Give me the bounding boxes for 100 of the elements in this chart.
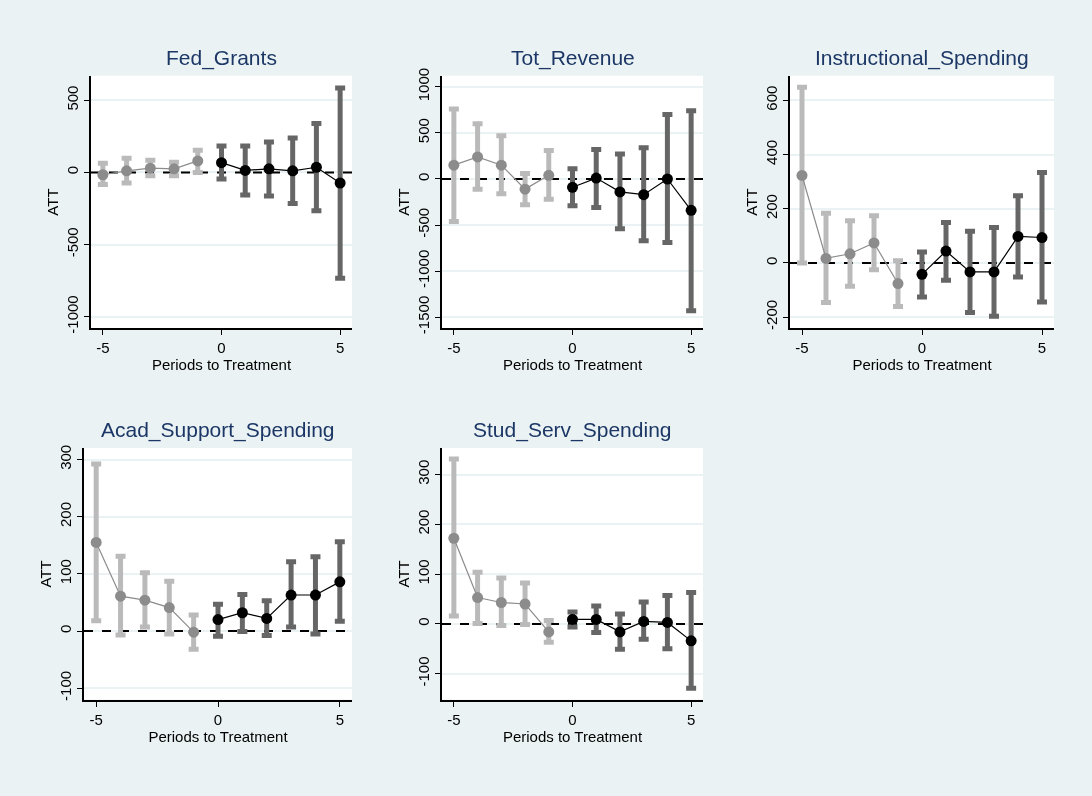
- point: [519, 183, 531, 195]
- point: [590, 613, 602, 625]
- point: [448, 532, 460, 544]
- point: [543, 169, 555, 181]
- x-tick-label: 5: [686, 339, 696, 357]
- point: [495, 597, 507, 608]
- chart-title: Acad_Support_Spending: [101, 418, 335, 442]
- x-tick-label: 0: [217, 339, 226, 357]
- x-tick-label: 5: [335, 710, 344, 728]
- point: [543, 626, 555, 638]
- y-tick-label: 300: [57, 444, 74, 470]
- y-tick-label: 100: [415, 559, 432, 585]
- point: [1036, 232, 1048, 244]
- point: [334, 576, 346, 588]
- y-axis-title: ATT: [36, 560, 54, 588]
- point: [448, 159, 460, 171]
- point: [796, 169, 808, 181]
- y-axis-title: ATT: [43, 188, 61, 216]
- y-axis-title: ATT: [742, 188, 760, 216]
- point: [239, 164, 251, 176]
- x-tick-label: 0: [917, 339, 927, 357]
- y-tick-label: 100: [57, 559, 74, 585]
- point: [212, 614, 224, 626]
- point: [334, 177, 346, 189]
- point: [192, 155, 204, 167]
- y-tick-label: 500: [415, 118, 432, 144]
- point: [892, 278, 904, 290]
- y-tick-label: 200: [57, 501, 74, 527]
- point: [590, 172, 602, 184]
- point: [263, 163, 275, 175]
- chart-title: Stud_Serv_Spending: [473, 418, 672, 442]
- point: [940, 245, 952, 257]
- y-tick-label: 1000: [415, 67, 432, 102]
- point: [820, 252, 832, 264]
- y-tick-label: 0: [57, 624, 74, 633]
- x-axis-title: Periods to Treatment: [502, 356, 643, 374]
- y-axis-title: ATT: [394, 188, 412, 216]
- point: [121, 165, 133, 177]
- chart-title: Tot_Revenue: [511, 46, 635, 70]
- point: [287, 165, 299, 177]
- x-tick-label: -5: [96, 339, 110, 357]
- x-tick-label: -5: [447, 339, 461, 357]
- y-tick-label: 0: [415, 617, 432, 626]
- y-tick-label: 200: [415, 509, 432, 535]
- point: [519, 598, 531, 610]
- point: [638, 615, 650, 627]
- y-tick-label: -500: [64, 227, 81, 258]
- point: [163, 602, 175, 614]
- x-axis-title: Periods to Treatment: [148, 727, 289, 745]
- point: [868, 237, 880, 249]
- y-tick-label: 0: [64, 166, 81, 175]
- point: [661, 616, 673, 628]
- point: [495, 159, 507, 171]
- point: [97, 169, 109, 181]
- point: [844, 248, 856, 260]
- x-tick-label: 5: [335, 339, 345, 357]
- chart-title: Fed_Grants: [166, 46, 277, 70]
- y-tick-label: 300: [415, 459, 432, 485]
- x-axis-title: Periods to Treatment: [502, 727, 643, 745]
- x-axis-title: Periods to Treatment: [852, 356, 993, 374]
- y-tick-label: -1000: [64, 295, 81, 334]
- point: [685, 204, 697, 216]
- point: [310, 161, 322, 173]
- x-tick-label: -5: [89, 710, 103, 728]
- point: [614, 626, 626, 638]
- y-tick-label: -1500: [415, 295, 432, 335]
- point: [638, 189, 650, 201]
- point: [472, 151, 484, 163]
- point: [261, 612, 273, 624]
- y-tick-label: -500: [415, 207, 432, 238]
- point: [236, 607, 248, 619]
- y-tick-label: -200: [763, 299, 780, 330]
- x-tick-label: 5: [1037, 339, 1047, 357]
- x-tick-label: -5: [447, 710, 461, 728]
- point: [685, 635, 697, 647]
- x-tick-label: 5: [686, 710, 696, 728]
- point: [1012, 230, 1024, 242]
- y-tick-label: -100: [415, 656, 432, 687]
- y-tick-label: 0: [763, 256, 780, 265]
- point: [285, 589, 297, 601]
- point: [964, 266, 976, 278]
- point: [567, 181, 578, 193]
- point: [139, 594, 151, 606]
- y-tick-label: 200: [763, 194, 780, 220]
- x-tick-label: 0: [213, 710, 223, 728]
- point: [661, 173, 673, 185]
- y-tick-label: 0: [415, 172, 432, 181]
- point: [614, 186, 626, 198]
- y-tick-label: -100: [57, 670, 74, 701]
- point: [115, 590, 127, 602]
- x-tick-label: -5: [795, 339, 809, 357]
- point: [916, 268, 928, 280]
- x-tick-label: 0: [568, 339, 577, 357]
- x-axis-title: Periods to Treatment: [151, 356, 292, 374]
- y-tick-label: 400: [763, 139, 780, 165]
- x-tick-label: 0: [568, 710, 577, 728]
- y-axis-title: ATT: [394, 560, 412, 588]
- chart-title: Instructional_Spending: [815, 46, 1029, 70]
- y-tick-label: 600: [763, 85, 780, 111]
- point: [90, 536, 102, 548]
